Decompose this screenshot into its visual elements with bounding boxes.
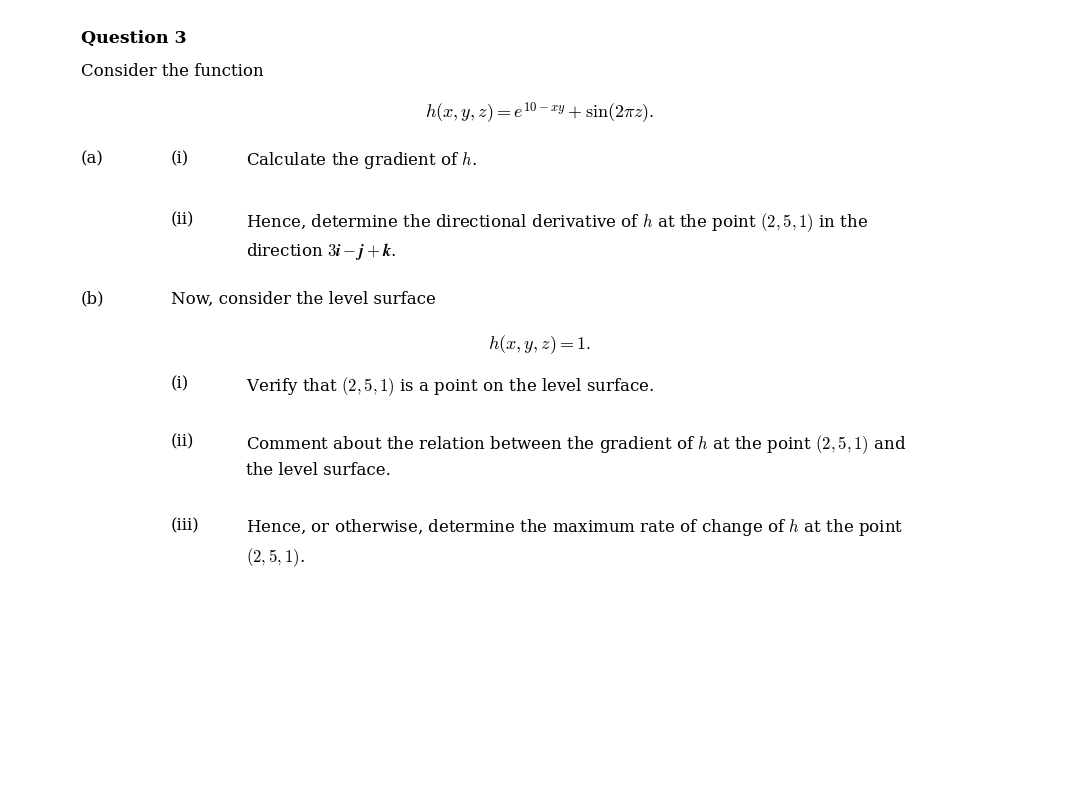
Text: (b): (b): [81, 291, 105, 308]
Text: (i): (i): [171, 375, 189, 393]
Text: Hence, determine the directional derivative of $h$ at the point $(2, 5, 1)$ in t: Hence, determine the directional derivat…: [246, 211, 868, 234]
Text: Consider the function: Consider the function: [81, 63, 264, 81]
Text: (i): (i): [171, 150, 189, 167]
Text: the level surface.: the level surface.: [246, 462, 391, 480]
Text: (ii): (ii): [171, 211, 194, 228]
Text: (iii): (iii): [171, 517, 200, 535]
Text: direction $3\boldsymbol{i} - \boldsymbol{j} + \boldsymbol{k}$.: direction $3\boldsymbol{i} - \boldsymbol…: [246, 241, 396, 262]
Text: Verify that $(2, 5, 1)$ is a point on the level surface.: Verify that $(2, 5, 1)$ is a point on th…: [246, 375, 654, 398]
Text: Question 3: Question 3: [81, 30, 187, 47]
Text: Now, consider the level surface: Now, consider the level surface: [171, 291, 435, 308]
Text: $h(x, y, z) = 1.$: $h(x, y, z) = 1.$: [488, 333, 592, 356]
Text: (a): (a): [81, 150, 104, 167]
Text: Hence, or otherwise, determine the maximum rate of change of $h$ at the point: Hence, or otherwise, determine the maxim…: [246, 517, 904, 539]
Text: (ii): (ii): [171, 433, 194, 450]
Text: $h(x, y, z) = e^{10-xy} + \sin(2\pi z).$: $h(x, y, z) = e^{10-xy} + \sin(2\pi z).$: [426, 101, 654, 126]
Text: Calculate the gradient of $h$.: Calculate the gradient of $h$.: [246, 150, 477, 171]
Text: $(2, 5, 1)$.: $(2, 5, 1)$.: [246, 547, 305, 570]
Text: Comment about the relation between the gradient of $h$ at the point $(2, 5, 1)$ : Comment about the relation between the g…: [246, 433, 907, 456]
